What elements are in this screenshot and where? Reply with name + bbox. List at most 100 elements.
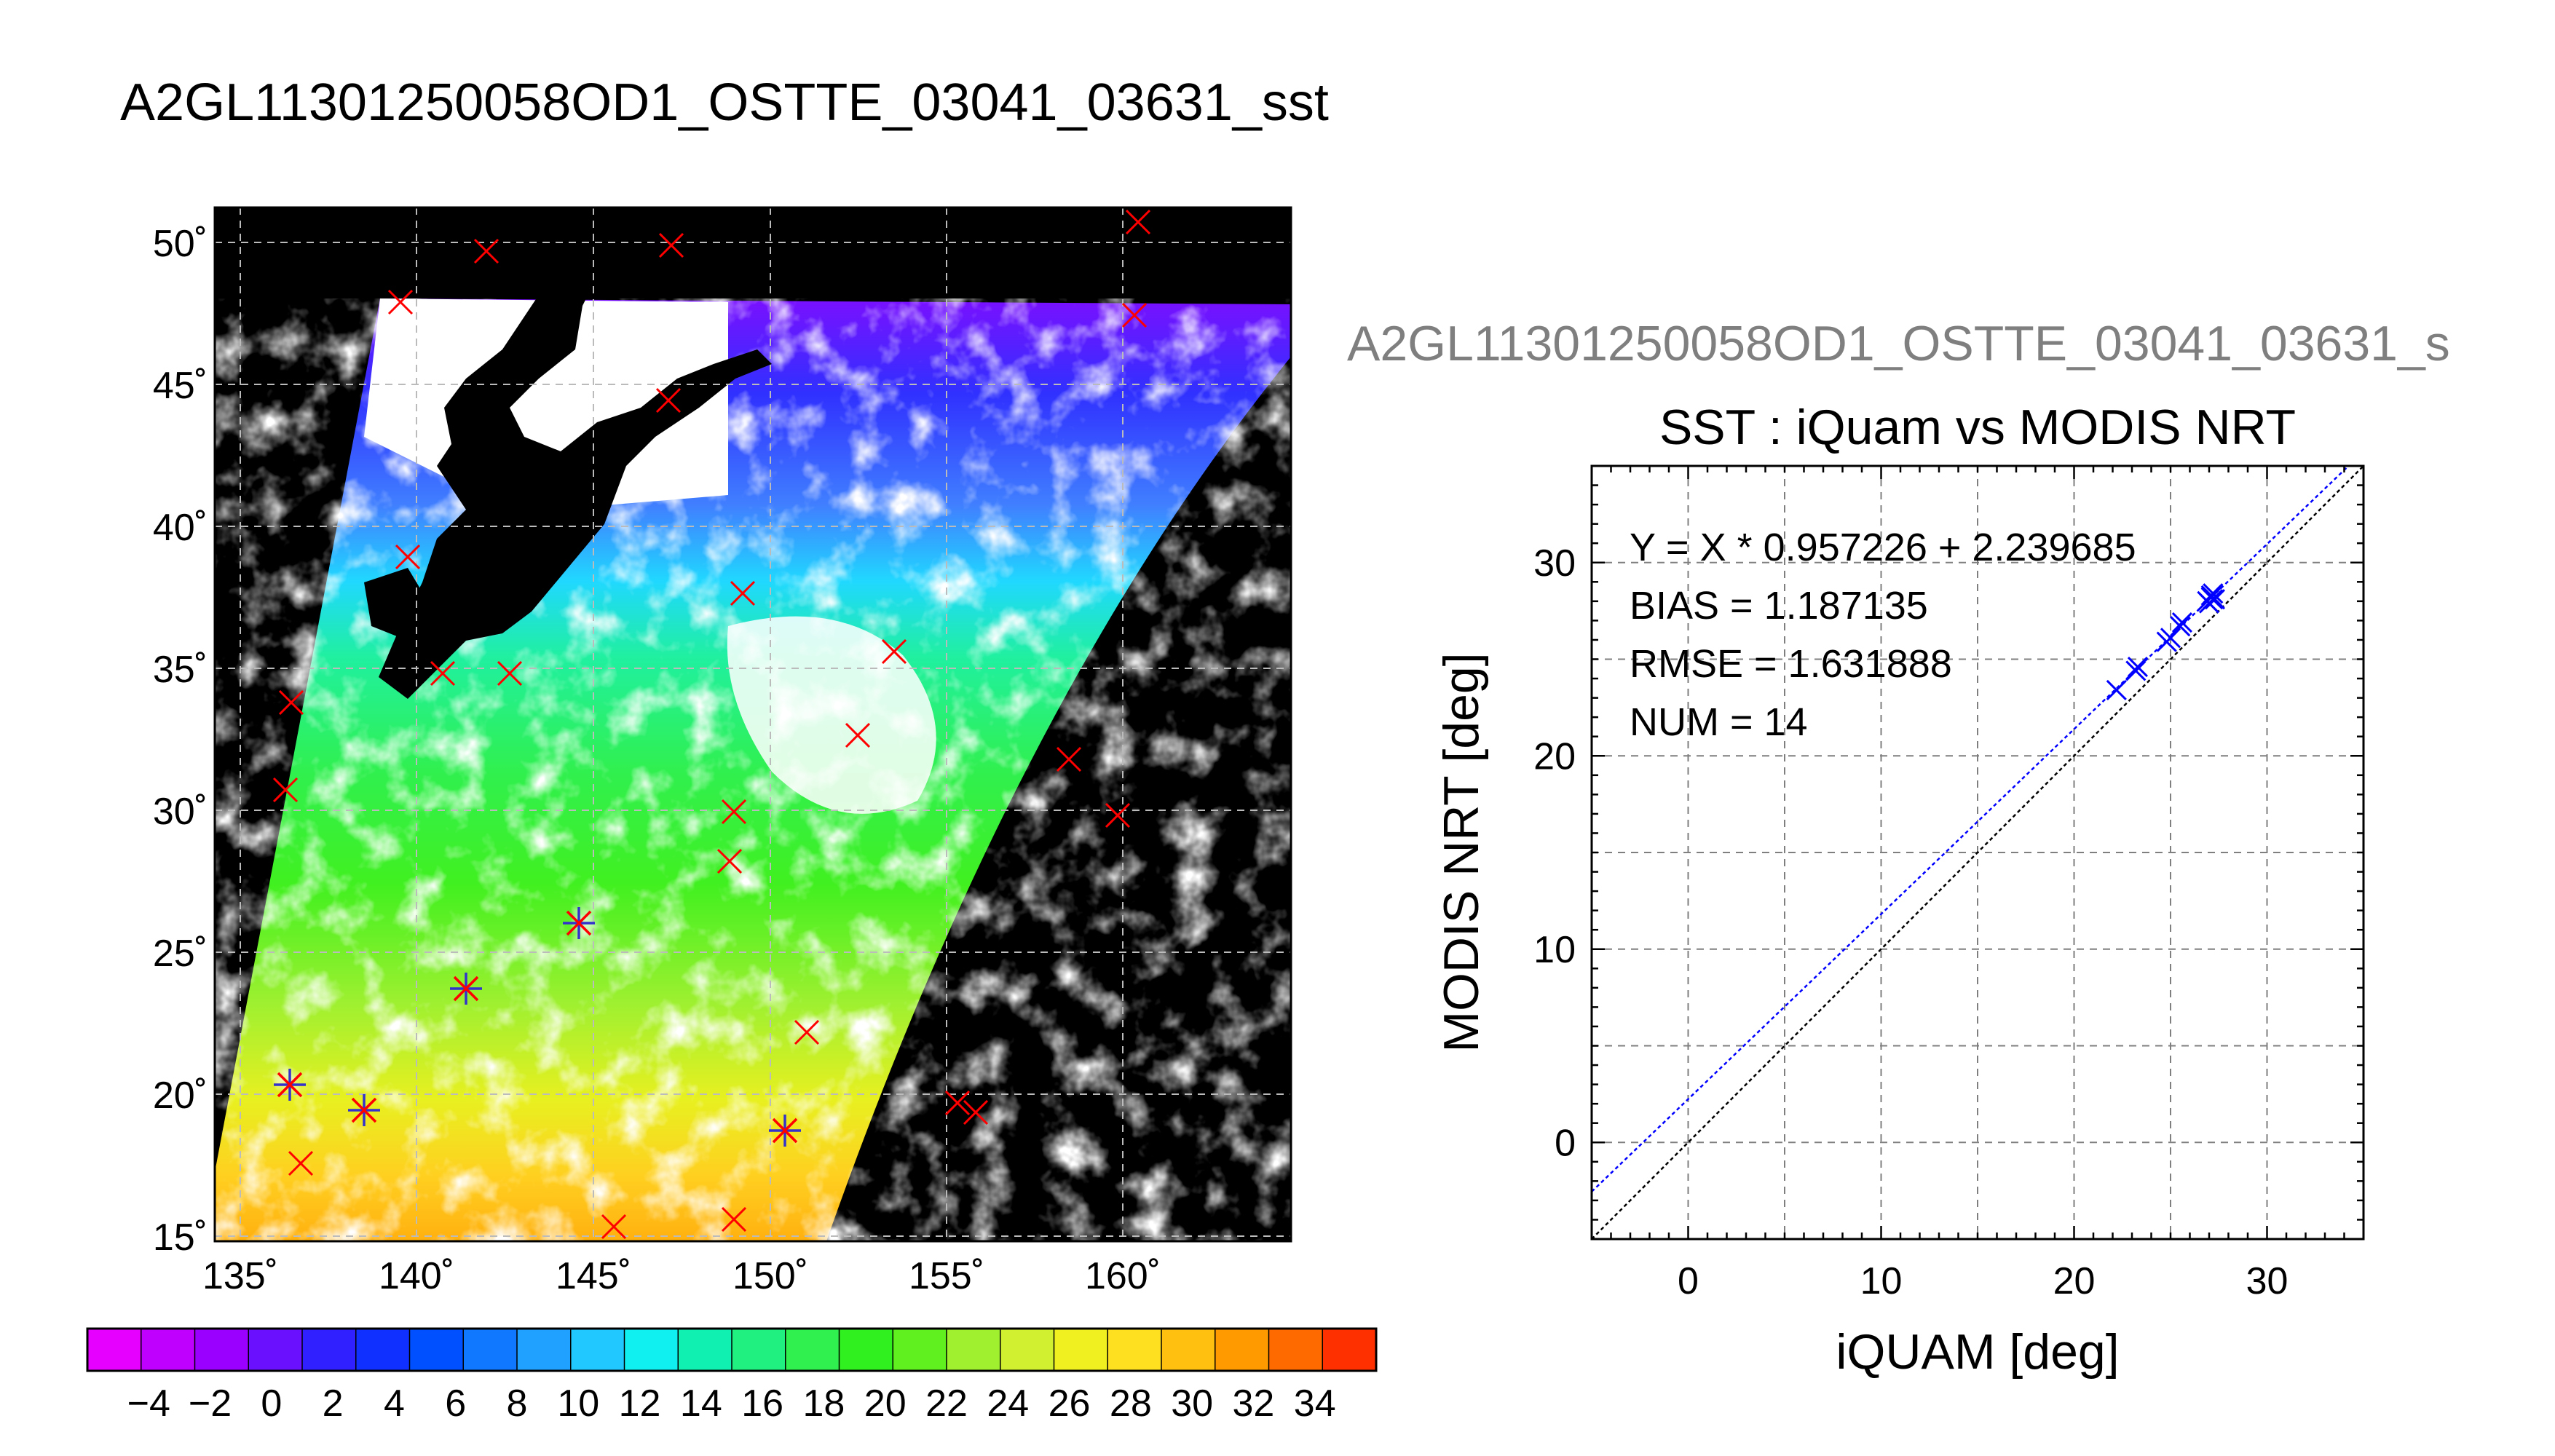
colorbar-cell-3 <box>248 1329 303 1371</box>
map-grid <box>215 207 1291 1241</box>
colorbar-label-16: 28 <box>1110 1382 1152 1425</box>
map-marker-unmatched-0 <box>1125 209 1151 235</box>
y-tick-label-1: 10 <box>1533 929 1576 971</box>
colorbar-cell-0 <box>87 1329 142 1371</box>
x-tick-label-3: 30 <box>2246 1260 2289 1302</box>
map-marker-unmatched-14 <box>1056 746 1082 772</box>
scatter-subtitle: SST : iQuam vs MODIS NRT <box>1659 400 2296 455</box>
x-axis-label: iQUAM [deg] <box>1836 1324 2119 1380</box>
colorbar-cell-23 <box>1322 1329 1377 1371</box>
colorbar-cell-19 <box>1107 1329 1162 1371</box>
scatter-point-6 <box>2171 612 2192 633</box>
colorbar-label-4: 4 <box>384 1382 405 1425</box>
colorbar-cell-14 <box>839 1329 893 1371</box>
x-tick-label-1: 10 <box>1860 1260 1903 1302</box>
colorbar-label-1: −2 <box>189 1382 232 1425</box>
lat-label-50: 50˚ <box>153 223 208 265</box>
map-marker-unmatched-12 <box>272 777 299 803</box>
colorbar-label-8: 12 <box>619 1382 661 1425</box>
map-marker-matched-3 <box>348 1094 380 1126</box>
colorbar-label-2: 0 <box>261 1382 282 1425</box>
colorbar-labels: −4 −2 0 2 4 6 8 10 12 14 16 18 20 22 24 26 28 30 32 34 <box>127 1382 1336 1425</box>
lat-label-25: 25˚ <box>153 933 208 975</box>
stat-rmse: RMSE = 1.631888 <box>1630 642 1952 686</box>
lon-label-135: 135˚ <box>202 1255 278 1297</box>
colorbar-label-7: 10 <box>557 1382 599 1425</box>
colorbar-cell-9 <box>570 1329 625 1371</box>
map-marker-unmatched-8 <box>881 638 907 665</box>
colorbar-cell-7 <box>463 1329 518 1371</box>
colorbar-cell-12 <box>732 1329 786 1371</box>
lon-label-150: 150˚ <box>732 1255 808 1297</box>
x-tick-label-0: 0 <box>1678 1260 1699 1302</box>
lat-label-15: 15˚ <box>153 1216 208 1259</box>
map-marker-unmatched-19 <box>944 1090 971 1116</box>
colorbar: −4 −2 0 2 4 6 8 10 12 14 16 18 20 22 24 26 28 30 32 34 <box>86 1327 1378 1425</box>
cloud-mass-center <box>727 616 936 814</box>
stat-bias: BIAS = 1.187135 <box>1630 584 1928 628</box>
land-sakhalin <box>502 207 553 262</box>
colorbar-cell-21 <box>1215 1329 1270 1371</box>
colorbar-label-5: 6 <box>445 1382 466 1425</box>
y-tick-label-0: 0 <box>1555 1122 1576 1164</box>
stat-num: NUM = 14 <box>1630 700 1808 744</box>
colorbar-cell-13 <box>785 1329 840 1371</box>
colorbar-label-19: 34 <box>1294 1382 1336 1425</box>
colorbar-label-3: 2 <box>323 1382 344 1425</box>
colorbar-cell-22 <box>1268 1329 1323 1371</box>
colorbar-cell-1 <box>141 1329 196 1371</box>
lon-label-140: 140˚ <box>379 1255 454 1297</box>
colorbar-label-11: 18 <box>803 1382 845 1425</box>
colorbar-cell-16 <box>947 1329 1001 1371</box>
colorbar-cell-2 <box>194 1329 249 1371</box>
lat-label-35: 35˚ <box>153 649 208 691</box>
map-marker-matched-2 <box>274 1069 306 1101</box>
map-marker-unmatched-10 <box>497 660 523 687</box>
plot-ticks <box>1590 464 2365 1241</box>
map-marker-matched-0 <box>563 907 595 939</box>
land-japan <box>379 207 772 699</box>
scatter-point-0 <box>2106 679 2127 701</box>
y-axis-label: MODIS NRT [deg] <box>1434 652 1489 1052</box>
colorbar-cell-4 <box>302 1329 357 1371</box>
colorbar-label-12: 20 <box>864 1382 907 1425</box>
lon-label-145: 145˚ <box>556 1255 631 1297</box>
map-marker-unmatched-3 <box>387 289 414 315</box>
scatter-panel: A2GL11301250058OD1_OSTTE_03041_03631_s S… <box>1347 316 2450 1380</box>
scatter-point-4 <box>2160 628 2181 649</box>
colorbar-cell-8 <box>517 1329 572 1371</box>
map-marker-unmatched-11 <box>278 689 304 716</box>
scatter-point-2 <box>2127 657 2149 678</box>
colorbar-label-0: −4 <box>127 1382 170 1425</box>
colorbar-label-14: 24 <box>987 1382 1029 1425</box>
scatter-point-1 <box>2125 660 2147 681</box>
map-marker-unmatched-5 <box>655 387 682 414</box>
scatter-point-13 <box>2203 589 2224 610</box>
land-kyushu <box>364 568 430 641</box>
map-marker-unmatched-13 <box>845 722 871 748</box>
match-markers <box>272 209 1151 1240</box>
map-marker-unmatched-21 <box>288 1150 314 1176</box>
main-title: A2GL11301250058OD1_OSTTE_03041_03631_sst <box>120 74 1329 132</box>
longitude-labels: 135˚ 140˚ 145˚ 150˚ 155˚ 160˚ <box>202 1255 1161 1297</box>
regression-line <box>1592 466 2350 1192</box>
identity-line <box>1592 466 2364 1239</box>
scatter-point-11 <box>2197 590 2218 612</box>
y-tick-label-3: 30 <box>1533 542 1576 585</box>
map-marker-unmatched-16 <box>721 799 747 825</box>
colorbar-label-13: 22 <box>925 1382 968 1425</box>
colorbar-label-6: 8 <box>507 1382 528 1425</box>
x-tick-labels: 0 10 20 30 <box>1678 1260 2288 1302</box>
map-marker-unmatched-6 <box>395 544 421 570</box>
lon-label-155: 155˚ <box>909 1255 984 1297</box>
map-marker-unmatched-18 <box>794 1019 820 1045</box>
y-tick-label-2: 20 <box>1533 735 1576 778</box>
colorbar-cell-11 <box>678 1329 732 1371</box>
colorbar-cells <box>87 1329 1377 1371</box>
map-marker-unmatched-2 <box>658 232 684 258</box>
colorbar-cell-20 <box>1161 1329 1216 1371</box>
map-marker-unmatched-9 <box>430 660 456 687</box>
map-marker-matched-1 <box>450 973 482 1005</box>
colorbar-label-18: 32 <box>1233 1382 1275 1425</box>
